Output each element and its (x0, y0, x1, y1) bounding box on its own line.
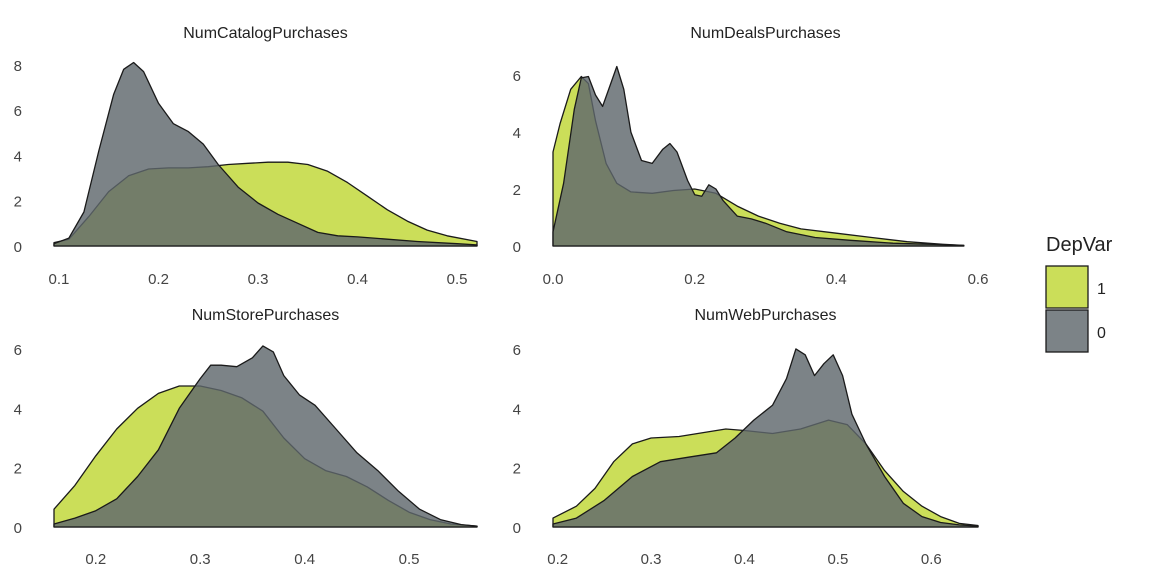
legend-title: DepVar (1046, 234, 1113, 256)
y-tick-label: 6 (513, 342, 521, 359)
y-tick-label: 6 (14, 342, 22, 359)
y-tick-label: 2 (513, 182, 521, 199)
y-tick-label: 4 (14, 401, 22, 418)
y-tick-label: 4 (14, 148, 22, 165)
panel-title: NumDealsPurchases (690, 25, 840, 42)
facet-panel-1: NumCatalogPurchases 0.1 0.2 0.3 0.4 0.5 0 2 4 6 8 (14, 25, 478, 288)
y-tick-label: 0 (14, 520, 22, 537)
facet-panel-2: NumDealsPurchases 0.0 0.2 0.4 0.6 0 2 4 6 (513, 25, 989, 288)
legend: DepVar 1 0 (1045, 234, 1113, 353)
facet-panel-3: NumStorePurchases 0.2 0.3 0.4 0.5 0 2 4 6 (14, 307, 478, 568)
x-tick-label: 0.3 (641, 551, 662, 568)
y-tick-label: 8 (14, 58, 22, 75)
legend-key-1 (1045, 265, 1089, 309)
x-tick-label: 0.3 (190, 551, 211, 568)
legend-label-0: 0 (1097, 325, 1106, 342)
panel-title: NumCatalogPurchases (183, 25, 348, 42)
x-tick-label: 0.5 (827, 551, 848, 568)
x-tick-label: 0.4 (826, 271, 847, 288)
facet-panel-4: NumWebPurchases 0.2 0.3 0.4 0.5 0.6 0 2 4 6 (513, 307, 979, 568)
x-tick-label: 0.2 (85, 551, 106, 568)
y-tick-label: 6 (14, 103, 22, 120)
density-area-depvar-0 (53, 345, 478, 528)
density-area-depvar-0 (552, 348, 979, 528)
x-tick-label: 0.2 (148, 271, 169, 288)
y-tick-label: 0 (14, 239, 22, 256)
x-tick-label: 0.6 (968, 271, 989, 288)
x-tick-label: 0.3 (248, 271, 269, 288)
y-tick-label: 4 (513, 401, 521, 418)
x-tick-label: 0.5 (399, 551, 420, 568)
y-tick-label: 4 (513, 125, 521, 142)
y-tick-label: 2 (14, 461, 22, 478)
panel-title: NumStorePurchases (192, 307, 340, 324)
x-tick-label: 0.4 (294, 551, 315, 568)
y-tick-label: 0 (513, 520, 521, 537)
density-area-depvar-0 (53, 61, 478, 247)
x-tick-label: 0.2 (684, 271, 705, 288)
legend-label-1: 1 (1097, 281, 1106, 298)
y-tick-label: 2 (14, 194, 22, 211)
x-tick-label: 0.4 (734, 551, 755, 568)
y-tick-label: 0 (513, 239, 521, 256)
x-tick-label: 0.2 (547, 551, 568, 568)
x-tick-label: 0.0 (543, 271, 564, 288)
x-tick-label: 0.4 (347, 271, 368, 288)
panel-title: NumWebPurchases (695, 307, 837, 324)
y-tick-label: 6 (513, 68, 521, 85)
legend-key-0 (1045, 309, 1089, 353)
density-area-depvar-0 (552, 65, 965, 247)
x-tick-label: 0.1 (49, 271, 70, 288)
x-tick-label: 0.5 (447, 271, 468, 288)
x-tick-label: 0.6 (921, 551, 942, 568)
y-tick-label: 2 (513, 461, 521, 478)
